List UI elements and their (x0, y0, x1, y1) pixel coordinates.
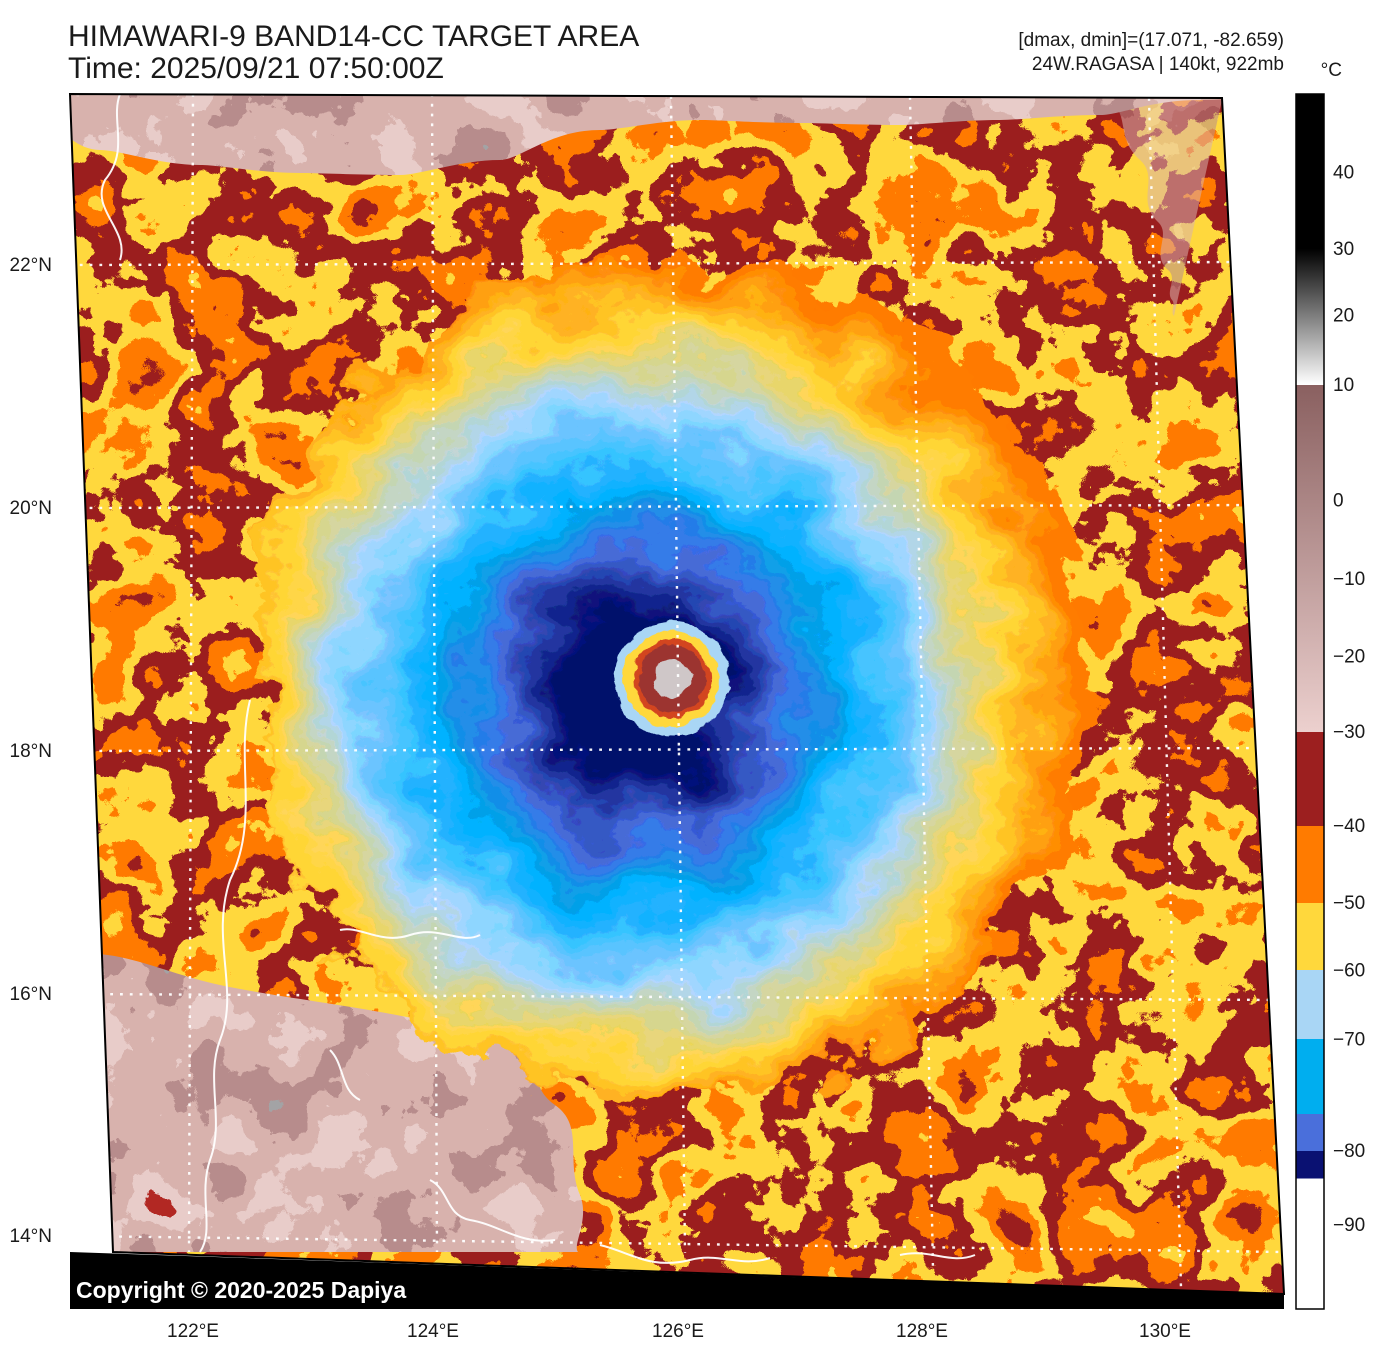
svg-text:10: 10 (1333, 375, 1354, 396)
svg-text:0: 0 (1333, 491, 1344, 512)
svg-text:126°E: 126°E (652, 1321, 704, 1342)
svg-text:−30: −30 (1333, 722, 1365, 743)
svg-text:Copyright © 2020-2025 Dapiya: Copyright © 2020-2025 Dapiya (76, 1277, 406, 1303)
svg-text:−50: −50 (1333, 893, 1365, 914)
svg-text:18°N: 18°N (10, 741, 52, 762)
svg-text:−10: −10 (1333, 569, 1365, 590)
svg-text:14°N: 14°N (10, 1226, 52, 1247)
svg-text:−60: −60 (1333, 960, 1365, 981)
svg-text:−90: −90 (1333, 1215, 1365, 1236)
svg-text:16°N: 16°N (10, 984, 52, 1005)
svg-text:20: 20 (1333, 306, 1354, 327)
svg-text:−20: −20 (1333, 646, 1365, 667)
svg-text:30: 30 (1333, 239, 1354, 260)
svg-text:124°E: 124°E (407, 1321, 459, 1342)
svg-text:128°E: 128°E (896, 1321, 948, 1342)
svg-text:40: 40 (1333, 163, 1354, 184)
svg-text:22°N: 22°N (10, 255, 52, 276)
svg-text:−70: −70 (1333, 1029, 1365, 1050)
svg-text:122°E: 122°E (167, 1321, 219, 1342)
svg-text:130°E: 130°E (1139, 1321, 1191, 1342)
svg-text:−40: −40 (1333, 816, 1365, 837)
svg-text:−80: −80 (1333, 1141, 1365, 1162)
svg-text:20°N: 20°N (10, 498, 52, 519)
